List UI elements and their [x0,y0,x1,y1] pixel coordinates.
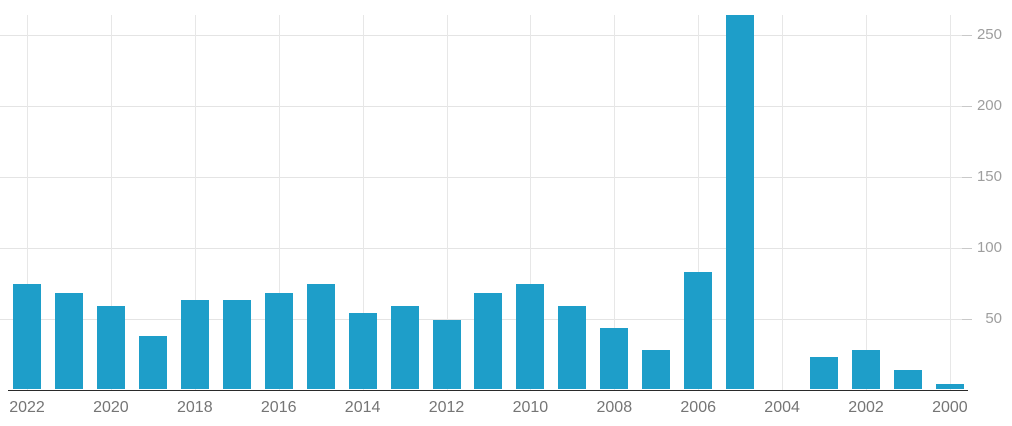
v-gridline-2022 [27,15,28,390]
bar-2015[interactable] [306,284,335,390]
y-tick-label-100: 100 [976,238,1002,256]
y-tick-label-200: 200 [976,96,1002,114]
bar-2016[interactable] [264,292,293,390]
bar-2012[interactable] [432,319,461,390]
y-axis-tick-150 [962,176,972,178]
x-tick-label-2010: 2010 [512,399,549,416]
bar-2000[interactable] [935,383,964,390]
v-gridline-2004 [782,15,784,390]
bar-2013[interactable] [390,305,419,390]
y-axis-tick-250 [962,34,972,36]
y-axis-tick-100 [962,247,972,249]
x-tick-label-2004: 2004 [764,399,800,416]
v-gridline-2014 [362,15,364,390]
bar-2011[interactable] [474,292,503,390]
bar-2001[interactable] [893,369,922,390]
v-gridline-2012 [446,15,448,390]
x-tick-label-2018: 2018 [177,399,213,416]
bar-2010[interactable] [516,284,545,390]
v-gridline-2020 [110,15,112,390]
x-tick-label-2006: 2006 [680,399,716,416]
v-gridline-2010 [530,15,532,390]
y-tick-label-150: 150 [976,167,1002,185]
bar-2007[interactable] [642,349,671,390]
x-axis-line [8,389,968,391]
v-gridline-2008 [614,15,616,390]
v-gridline-2002 [866,15,867,390]
bar-2019[interactable] [138,335,167,390]
v-gridline-2006 [698,15,700,390]
h-gridline-200 [0,105,962,107]
y-axis-tick-200 [962,105,972,107]
x-tick-label-2012: 2012 [428,399,465,416]
x-tick-label-2022: 2022 [9,399,45,416]
y-axis-tick-50 [962,318,972,320]
x-tick-label-2002: 2002 [848,399,884,416]
bar-2005[interactable] [726,14,755,390]
bar-2020[interactable] [96,305,125,390]
bar-2018[interactable] [180,300,209,390]
bar-2002[interactable] [852,349,880,390]
bar-2003[interactable] [810,356,839,390]
x-tick-label-2014: 2014 [344,399,381,416]
bar-2008[interactable] [600,328,629,390]
h-gridline-250 [0,34,962,36]
bar-2009[interactable] [558,305,587,390]
x-tick-label-2016: 2016 [260,399,297,416]
y-tick-label-250: 250 [976,25,1002,43]
h-gridline-100 [0,247,962,249]
y-tick-label-50: 50 [985,309,1002,327]
bar-2021[interactable] [54,292,83,390]
v-gridline-2018 [194,15,196,390]
bar-2014[interactable] [348,312,377,390]
bar-2017[interactable] [222,300,251,390]
h-gridline-150 [0,176,962,178]
bar-2022[interactable] [13,284,41,390]
x-tick-label-2008: 2008 [596,399,633,416]
x-tick-label-2020: 2020 [93,399,129,416]
v-gridline-2016 [278,15,280,390]
x-tick-label-2000: 2000 [932,399,968,416]
v-gridline-2000 [949,15,951,390]
bar-2006[interactable] [684,271,713,390]
